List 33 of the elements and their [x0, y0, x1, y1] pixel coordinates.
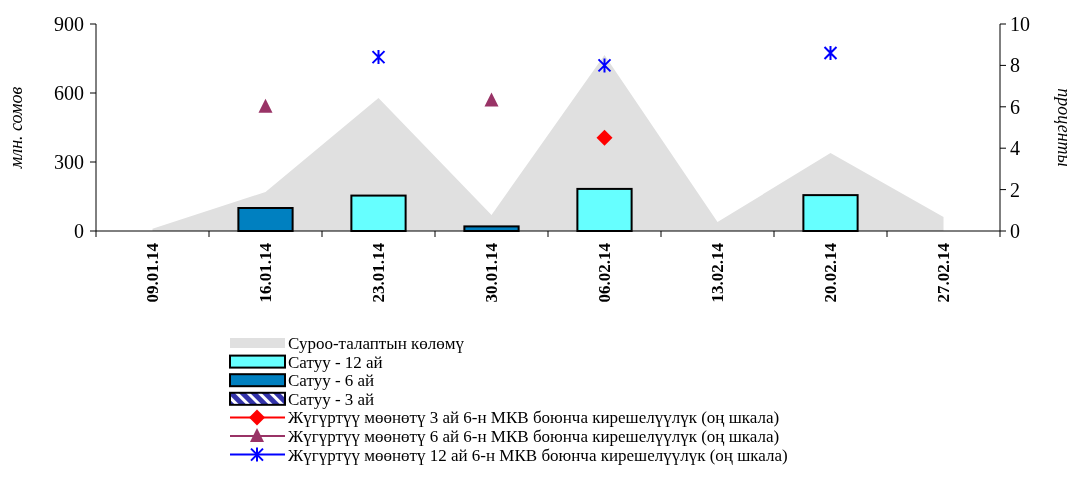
x-tick-label: 23.01.14	[369, 242, 389, 303]
x-tick-label: 09.01.14	[143, 242, 163, 303]
point	[597, 57, 612, 74]
legend-label: Жүгүртүү мөөнөтү 12 ай 6-н МКВ боюнча кирешелүүлүк (оң шкала)	[288, 445, 788, 465]
y-tick-label: 300	[54, 151, 84, 173]
x-tick-label: 27.02.14	[934, 242, 954, 303]
legend-label: Жүгүртүү мөөнөтү 3 ай 6-н МКВ боюнча кирешелүүлүк (оң шкала)	[288, 408, 780, 428]
point	[596, 129, 613, 146]
point	[823, 44, 838, 61]
x-tick-label: 16.01.14	[256, 242, 276, 303]
y-axis-title: млн. сомов	[6, 86, 26, 170]
x-tick-label: 30.01.14	[482, 242, 502, 303]
point	[258, 98, 273, 113]
legend-label: Сатуу - 3 ай	[288, 389, 375, 409]
y2-axis-title: проценты	[1054, 88, 1074, 167]
x-tick-label: 06.02.14	[595, 242, 615, 303]
y2-tick-label: 2	[1010, 178, 1020, 201]
point	[484, 92, 499, 107]
x-tick-label: 13.02.14	[708, 242, 728, 303]
y2-tick-label: 0	[1010, 220, 1020, 242]
y-tick-label: 0	[74, 220, 84, 242]
y2-tick-label: 8	[1010, 54, 1020, 77]
y-tick-label: 900	[54, 13, 84, 35]
x-tick-label: 20.02.14	[821, 242, 841, 303]
legend-label: Сатуу - 12 ай	[288, 352, 383, 372]
y2-tick-label: 10	[1010, 13, 1030, 35]
legend-label: Суроо-талаптын көлөмү	[288, 333, 465, 353]
y2-tick-label: 6	[1010, 95, 1020, 118]
y-tick-label: 600	[54, 82, 84, 104]
legend-label: Сатуу - 6 ай	[288, 371, 375, 391]
legend-label: Жүгүртүү мөөнөтү 6 ай 6-н МКВ боюнча кирешелүүлүк (оң шкала)	[288, 426, 780, 446]
y2-tick-label: 4	[1010, 137, 1020, 160]
point	[371, 49, 386, 66]
